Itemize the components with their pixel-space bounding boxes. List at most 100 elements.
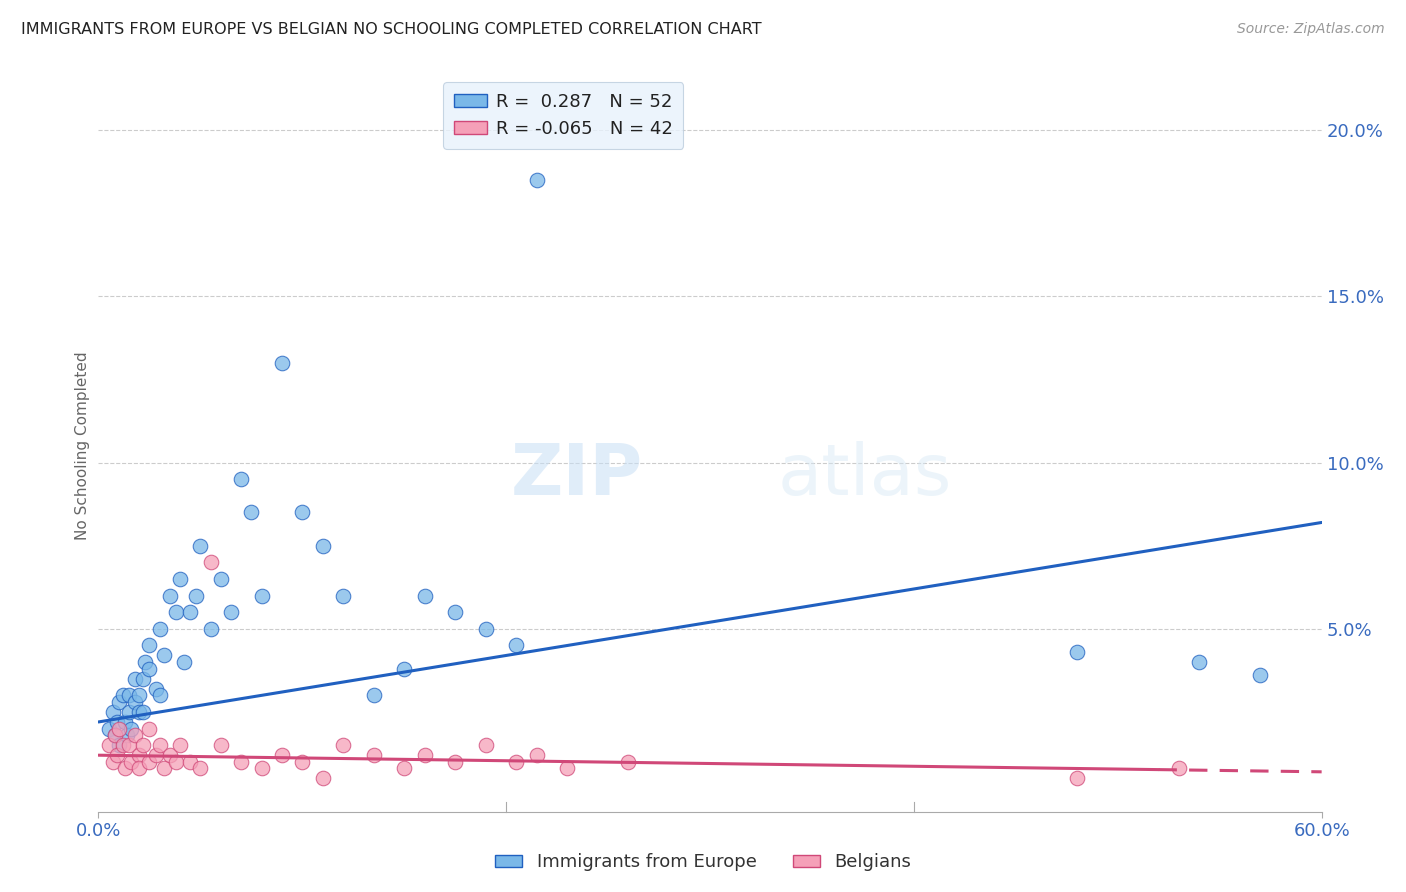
- Point: [413, 748, 436, 763]
- Point: [332, 589, 354, 603]
- Point: [165, 755, 187, 769]
- Point: [118, 738, 141, 752]
- Point: [270, 748, 294, 763]
- Point: [474, 622, 498, 636]
- Point: [114, 714, 136, 729]
- Point: [114, 762, 136, 776]
- Point: [108, 738, 131, 752]
- Point: [200, 622, 222, 636]
- Point: [186, 589, 208, 603]
- Point: [152, 648, 174, 663]
- Point: [474, 738, 498, 752]
- Point: [169, 738, 191, 752]
- Point: [104, 728, 127, 742]
- Point: [138, 662, 160, 676]
- Point: [138, 639, 160, 653]
- Point: [105, 748, 128, 763]
- Point: [101, 705, 124, 719]
- Point: [200, 555, 222, 569]
- Point: [97, 738, 120, 752]
- Point: [108, 722, 131, 736]
- Point: [312, 772, 335, 786]
- Point: [1167, 762, 1189, 776]
- Point: [250, 762, 273, 776]
- Point: [145, 681, 167, 696]
- Point: [159, 589, 181, 603]
- Point: [128, 748, 150, 763]
- Point: [231, 755, 253, 769]
- Point: [209, 738, 232, 752]
- Point: [97, 722, 120, 736]
- Point: [219, 605, 242, 619]
- Point: [188, 762, 212, 776]
- Point: [392, 762, 416, 776]
- Point: [120, 755, 142, 769]
- Point: [557, 762, 579, 776]
- Point: [179, 755, 201, 769]
- Point: [444, 755, 467, 769]
- Point: [138, 722, 160, 736]
- Point: [617, 755, 640, 769]
- Point: [363, 748, 385, 763]
- Point: [159, 748, 181, 763]
- Point: [128, 689, 150, 703]
- Point: [118, 689, 141, 703]
- Text: Source: ZipAtlas.com: Source: ZipAtlas.com: [1237, 22, 1385, 37]
- Point: [165, 605, 187, 619]
- Point: [526, 748, 548, 763]
- Point: [332, 738, 354, 752]
- Text: IMMIGRANTS FROM EUROPE VS BELGIAN NO SCHOOLING COMPLETED CORRELATION CHART: IMMIGRANTS FROM EUROPE VS BELGIAN NO SCH…: [21, 22, 762, 37]
- Point: [250, 589, 273, 603]
- Point: [104, 728, 127, 742]
- Point: [120, 722, 142, 736]
- Point: [413, 589, 436, 603]
- Point: [132, 738, 155, 752]
- Text: atlas: atlas: [778, 441, 952, 509]
- Point: [1188, 655, 1211, 669]
- Point: [124, 672, 146, 686]
- Text: ZIP: ZIP: [510, 441, 643, 509]
- Y-axis label: No Schooling Completed: No Schooling Completed: [75, 351, 90, 541]
- Point: [291, 755, 314, 769]
- Point: [363, 689, 385, 703]
- Point: [111, 689, 134, 703]
- Point: [152, 762, 174, 776]
- Point: [231, 472, 253, 486]
- Point: [1066, 645, 1088, 659]
- Point: [209, 572, 232, 586]
- Point: [145, 748, 167, 763]
- Point: [312, 539, 335, 553]
- Point: [149, 738, 172, 752]
- Legend: R =  0.287   N = 52, R = -0.065   N = 42: R = 0.287 N = 52, R = -0.065 N = 42: [443, 82, 683, 149]
- Point: [108, 695, 131, 709]
- Point: [392, 662, 416, 676]
- Point: [149, 622, 172, 636]
- Point: [101, 755, 124, 769]
- Point: [118, 705, 141, 719]
- Point: [134, 655, 156, 669]
- Point: [505, 639, 527, 653]
- Point: [132, 705, 155, 719]
- Point: [173, 655, 195, 669]
- Point: [240, 506, 263, 520]
- Point: [111, 738, 134, 752]
- Point: [115, 728, 138, 742]
- Legend: Immigrants from Europe, Belgians: Immigrants from Europe, Belgians: [488, 847, 918, 879]
- Point: [526, 173, 548, 187]
- Point: [105, 714, 128, 729]
- Point: [169, 572, 191, 586]
- Point: [179, 605, 201, 619]
- Point: [128, 705, 150, 719]
- Point: [1066, 772, 1088, 786]
- Point: [291, 506, 314, 520]
- Point: [444, 605, 467, 619]
- Point: [270, 356, 294, 370]
- Point: [1249, 668, 1271, 682]
- Point: [128, 762, 150, 776]
- Point: [188, 539, 212, 553]
- Point: [132, 672, 155, 686]
- Point: [505, 755, 527, 769]
- Point: [124, 728, 146, 742]
- Point: [149, 689, 172, 703]
- Point: [124, 695, 146, 709]
